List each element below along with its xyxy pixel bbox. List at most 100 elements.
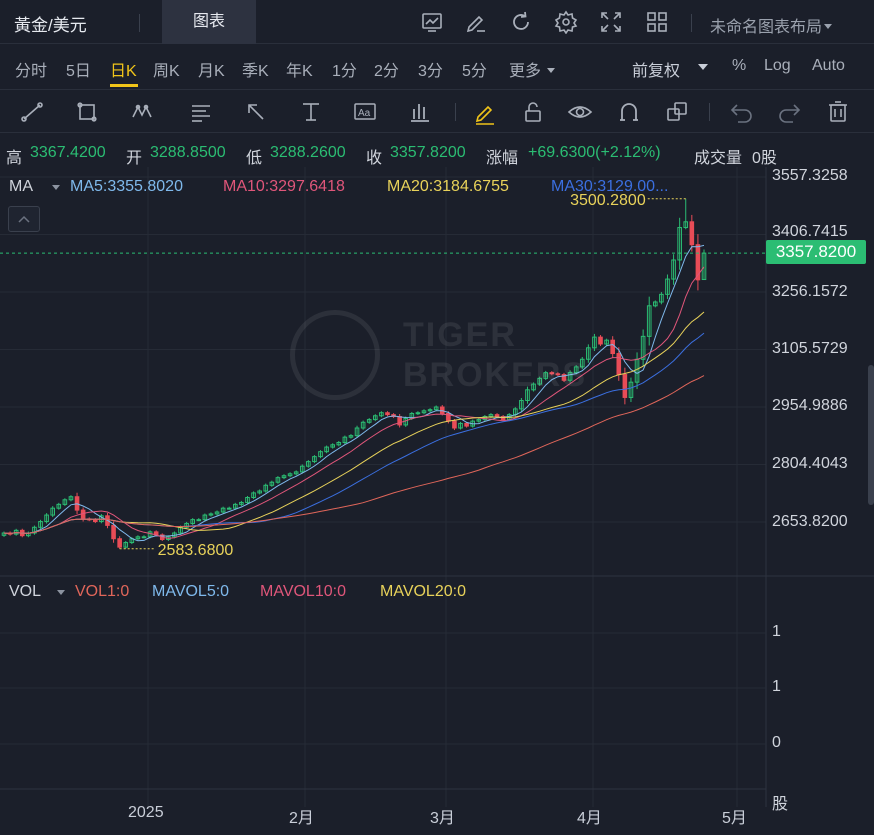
percent-toggle[interactable]: % bbox=[732, 57, 747, 74]
candle-body bbox=[135, 536, 141, 540]
candle-body bbox=[592, 336, 597, 349]
text-list-icon[interactable] bbox=[188, 99, 214, 125]
auto-toggle[interactable]: Auto bbox=[812, 57, 845, 74]
period-1min[interactable]: 1分 bbox=[332, 63, 357, 80]
period-more[interactable]: 更多 bbox=[509, 57, 556, 81]
candle-body bbox=[293, 471, 299, 475]
ma5-line bbox=[3, 244, 705, 542]
candle-body bbox=[233, 503, 238, 509]
candle-body bbox=[379, 412, 384, 417]
period-5min[interactable]: 5分 bbox=[462, 63, 487, 80]
trend-line-icon[interactable] bbox=[20, 99, 46, 125]
candle-body bbox=[190, 519, 195, 524]
tab-chart[interactable]: 图表 bbox=[162, 0, 256, 44]
candle-body bbox=[251, 492, 256, 498]
candle-body bbox=[306, 461, 311, 467]
candle-body bbox=[646, 305, 652, 337]
candle-body bbox=[202, 514, 208, 521]
layout-name: 未命名图表布局 bbox=[710, 19, 823, 36]
candle-body bbox=[281, 475, 287, 479]
candle-body bbox=[336, 442, 342, 446]
chevron-down-icon bbox=[547, 68, 556, 73]
mavol10-value: MAVOL10:0 bbox=[260, 583, 346, 600]
pattern-icon[interactable] bbox=[130, 99, 156, 125]
candle-body bbox=[494, 414, 500, 418]
candle-body bbox=[111, 524, 116, 540]
divider bbox=[139, 14, 140, 32]
ma-indicator-name[interactable]: MA bbox=[9, 178, 33, 195]
candle-body bbox=[427, 409, 433, 412]
price-chart[interactable]: 3500.2800 2583.6800 bbox=[0, 167, 874, 577]
candle-body bbox=[373, 415, 378, 421]
candle-body bbox=[683, 221, 689, 229]
fullscreen-icon[interactable] bbox=[599, 10, 623, 34]
chevron-up-icon bbox=[18, 215, 30, 223]
chart-type-icon[interactable] bbox=[420, 10, 444, 34]
candle-body bbox=[385, 412, 390, 416]
grid-layout-icon[interactable] bbox=[645, 10, 669, 34]
candle-body bbox=[397, 416, 402, 426]
price-tick: 2954.9886 bbox=[772, 397, 848, 414]
undo-icon[interactable] bbox=[729, 99, 755, 125]
collapse-button[interactable] bbox=[8, 206, 40, 232]
draw-icon[interactable] bbox=[464, 10, 488, 34]
divider bbox=[691, 14, 692, 32]
candle-body bbox=[287, 473, 293, 477]
settings-icon[interactable] bbox=[554, 10, 578, 35]
price-tick: 3406.7415 bbox=[772, 223, 848, 240]
candle-body bbox=[543, 372, 549, 379]
volume-chart[interactable] bbox=[0, 577, 874, 807]
trash-icon[interactable] bbox=[825, 99, 851, 125]
arrow-icon[interactable] bbox=[243, 99, 269, 125]
candle-body bbox=[330, 444, 335, 448]
log-toggle[interactable]: Log bbox=[764, 57, 791, 74]
high-value: 3367.4200 bbox=[30, 144, 106, 161]
adjust-selector[interactable]: 前复权 bbox=[632, 63, 681, 80]
symbol-title[interactable]: 黃金/美元 bbox=[14, 16, 87, 35]
vol-indicator-name[interactable]: VOL bbox=[9, 583, 42, 600]
watermark-line1: TIGER bbox=[403, 316, 517, 354]
layers-icon[interactable] bbox=[664, 99, 690, 125]
period-2min[interactable]: 2分 bbox=[374, 63, 399, 80]
lock-icon[interactable] bbox=[520, 99, 546, 125]
candle-body bbox=[452, 420, 457, 429]
chevron-down-icon[interactable] bbox=[52, 185, 60, 190]
scrollbar[interactable] bbox=[868, 365, 874, 505]
period-daily[interactable]: 日K bbox=[110, 63, 137, 80]
text-tool-icon[interactable]: Aa bbox=[352, 99, 378, 125]
candle-body bbox=[598, 336, 603, 345]
refresh-icon[interactable] bbox=[509, 10, 533, 34]
period-weekly[interactable]: 周K bbox=[153, 63, 180, 80]
candle-body bbox=[458, 422, 463, 429]
period-more-label: 更多 bbox=[509, 63, 542, 80]
period-intraday[interactable]: 分时 bbox=[15, 63, 48, 80]
bar-indicator-icon[interactable] bbox=[408, 99, 434, 125]
candle-body bbox=[38, 521, 43, 528]
rectangle-icon[interactable] bbox=[75, 99, 101, 125]
price-tick: 3105.5729 bbox=[772, 340, 848, 357]
period-yearly[interactable]: 年K bbox=[286, 63, 313, 80]
chevron-down-icon[interactable] bbox=[698, 64, 708, 70]
pencil-icon[interactable] bbox=[472, 99, 498, 125]
price-range-icon[interactable] bbox=[298, 99, 324, 125]
candle-body bbox=[561, 374, 567, 381]
eye-icon[interactable] bbox=[567, 99, 593, 125]
period-quarterly[interactable]: 季K bbox=[242, 63, 269, 80]
candle-body bbox=[324, 446, 329, 453]
candle-body bbox=[476, 419, 482, 422]
candle-body bbox=[123, 542, 129, 548]
price-tick: 3256.1572 bbox=[772, 283, 848, 300]
candle-body bbox=[567, 372, 573, 381]
candle-body bbox=[653, 301, 658, 307]
chevron-down-icon[interactable] bbox=[57, 590, 65, 595]
period-3min[interactable]: 3分 bbox=[418, 63, 443, 80]
period-monthly[interactable]: 月K bbox=[198, 63, 225, 80]
volume-value: 0股 bbox=[752, 150, 777, 167]
magnet-icon[interactable] bbox=[616, 99, 642, 125]
layout-selector[interactable]: 未命名图表布局 bbox=[710, 13, 833, 37]
candle-body bbox=[360, 421, 366, 429]
candle-body bbox=[245, 496, 250, 503]
redo-icon[interactable] bbox=[776, 99, 802, 125]
close-value: 3357.8200 bbox=[390, 144, 466, 161]
period-5day[interactable]: 5日 bbox=[66, 63, 91, 80]
